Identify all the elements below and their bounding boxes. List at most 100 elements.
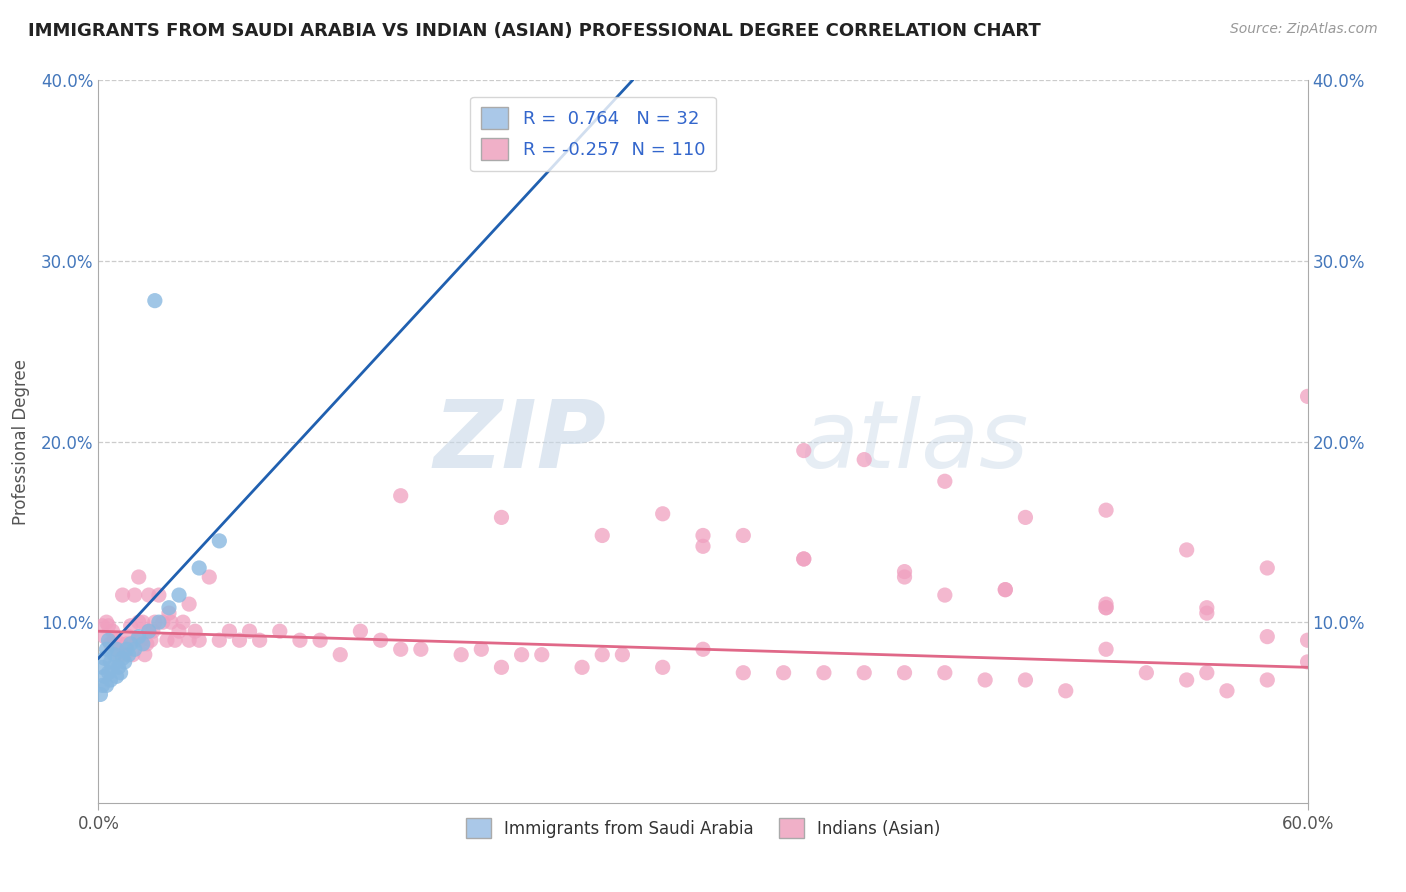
Point (96, 642, 118, 657)
Y-axis label: Professional Degree: Professional Degree (11, 359, 30, 524)
Point (571, 660, 593, 674)
Point (105, 642, 128, 657)
Point (1296, 633, 1319, 648)
Point (132, 637, 155, 651)
Point (934, 665, 956, 680)
Point (152, 615, 174, 630)
Point (1095, 597, 1118, 611)
Point (591, 528, 613, 542)
Point (994, 582, 1017, 597)
Point (934, 475, 956, 489)
Point (1256, 561, 1278, 575)
Point (93, 669, 115, 683)
Point (651, 660, 673, 674)
Point (128, 630, 150, 644)
Point (89, 687, 111, 701)
Point (228, 633, 250, 648)
Point (184, 624, 207, 639)
Point (772, 665, 794, 680)
Point (1014, 510, 1036, 524)
Point (934, 588, 956, 602)
Point (893, 665, 915, 680)
Point (172, 615, 194, 630)
Point (135, 637, 157, 651)
Point (288, 633, 311, 648)
Point (148, 588, 170, 602)
Point (114, 655, 136, 669)
Point (120, 637, 142, 651)
Point (530, 648, 553, 662)
Point (1256, 630, 1278, 644)
Point (409, 642, 432, 657)
Point (1135, 665, 1157, 680)
Point (128, 615, 150, 630)
Point (97, 633, 120, 648)
Point (309, 633, 332, 648)
Point (1195, 600, 1218, 615)
Point (128, 570, 150, 584)
Point (1175, 673, 1198, 687)
Point (853, 665, 876, 680)
Point (389, 489, 412, 503)
Point (91, 619, 114, 633)
Point (91, 678, 114, 692)
Point (651, 507, 673, 521)
Point (733, 528, 755, 542)
Point (100, 655, 122, 669)
Point (107, 660, 129, 674)
Point (612, 648, 634, 662)
Point (208, 633, 231, 648)
Text: atlas: atlas (800, 396, 1028, 487)
Point (107, 648, 129, 662)
Point (1095, 600, 1118, 615)
Point (101, 624, 124, 639)
Point (163, 633, 186, 648)
Point (1296, 655, 1319, 669)
Point (157, 600, 180, 615)
Point (450, 648, 472, 662)
Point (188, 561, 211, 575)
Point (692, 528, 714, 542)
Point (129, 633, 152, 648)
Point (160, 615, 183, 630)
Point (1216, 683, 1239, 698)
Point (105, 642, 128, 657)
Point (1195, 665, 1218, 680)
Point (167, 624, 190, 639)
Point (793, 552, 815, 566)
Point (157, 606, 180, 620)
Point (138, 624, 160, 639)
Point (111, 651, 134, 665)
Point (121, 648, 143, 662)
Point (974, 673, 997, 687)
Point (143, 615, 166, 630)
Point (218, 624, 240, 639)
Point (125, 633, 148, 648)
Point (124, 642, 146, 657)
Point (1175, 542, 1198, 557)
Point (370, 633, 392, 648)
Point (692, 539, 714, 553)
Point (142, 624, 165, 639)
Point (103, 648, 125, 662)
Point (389, 642, 412, 657)
Point (893, 570, 915, 584)
Point (96, 678, 118, 692)
Point (793, 552, 815, 566)
Point (132, 615, 155, 630)
Point (269, 624, 291, 639)
Point (1095, 503, 1118, 517)
Point (111, 588, 134, 602)
Point (143, 293, 166, 308)
Point (491, 660, 513, 674)
Point (101, 660, 124, 674)
Point (1014, 673, 1036, 687)
Point (120, 619, 142, 633)
Point (97, 619, 120, 633)
Point (179, 633, 201, 648)
Point (1195, 606, 1218, 620)
Point (167, 588, 190, 602)
Point (124, 588, 146, 602)
Point (138, 588, 160, 602)
Point (813, 665, 835, 680)
